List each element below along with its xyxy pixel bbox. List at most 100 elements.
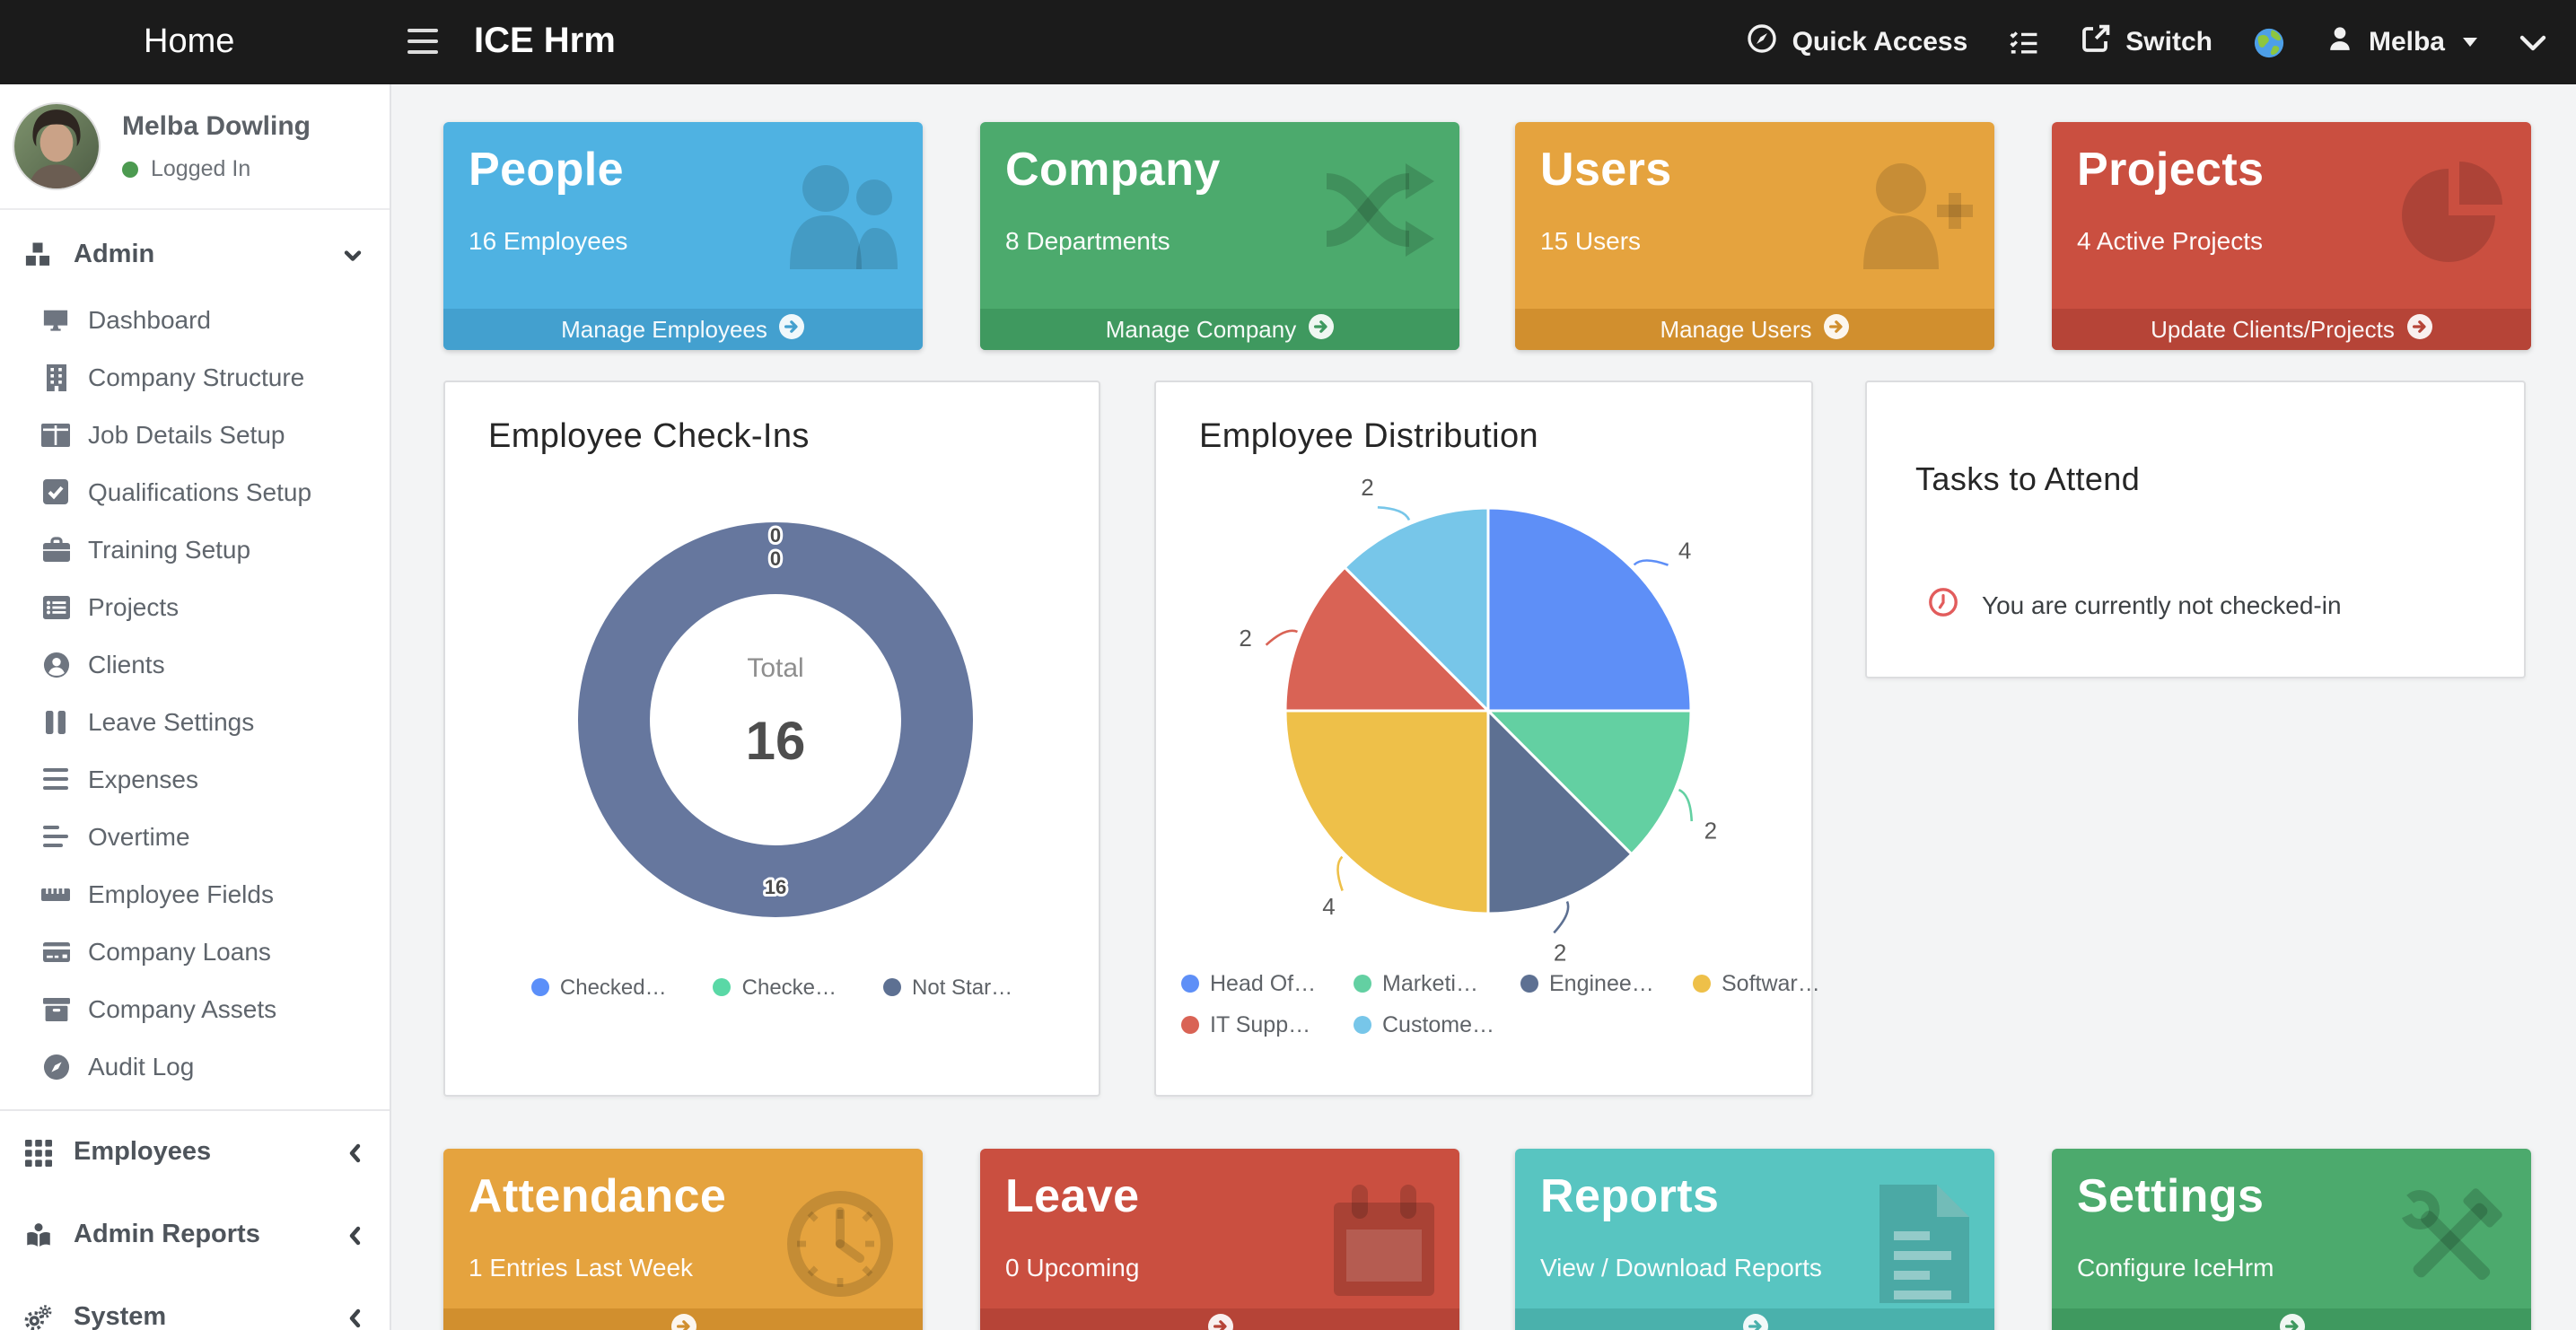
- user-icon: [2327, 24, 2354, 60]
- legend-item[interactable]: IT Supp…: [1181, 1012, 1354, 1037]
- check-square-icon: [41, 479, 70, 504]
- legend-item[interactable]: Enginee…: [1520, 971, 1693, 996]
- chart-title: Employee Check-Ins: [488, 418, 810, 456]
- switch-button[interactable]: Switch: [2081, 23, 2212, 61]
- svg-text:4: 4: [1678, 538, 1691, 564]
- pie-slice[interactable]: [1486, 707, 1634, 915]
- settings-card[interactable]: Settings Configure IceHrm: [2052, 1149, 2531, 1330]
- people-card[interactable]: People 16 Employees Manage Employees: [443, 122, 923, 350]
- sidebar-item-overtime[interactable]: Overtime: [0, 808, 390, 865]
- card-title: Company: [1005, 142, 1221, 196]
- legend-item[interactable]: Checke…: [713, 975, 837, 1000]
- arrow-circle-icon: [779, 314, 805, 345]
- desktop-icon: [41, 306, 70, 333]
- clock-icon: [775, 1185, 901, 1312]
- checkins-legend: Checked… Checke… Not Star…: [445, 975, 1099, 1000]
- settings-footer-link[interactable]: [2052, 1308, 2531, 1330]
- sidebar-item-company-assets[interactable]: Company Assets: [0, 980, 390, 1037]
- sidebar-item-leave-settings[interactable]: Leave Settings: [0, 693, 390, 750]
- user-plus-icon: [1851, 158, 1973, 278]
- clock-alert-icon: [1928, 587, 1958, 623]
- manage-employees-link[interactable]: Manage Employees: [443, 309, 923, 350]
- pie-slice[interactable]: [1486, 506, 1693, 713]
- sidebar-item-job-details-setup[interactable]: Job Details Setup: [0, 406, 390, 463]
- manage-company-link[interactable]: Manage Company: [980, 309, 1459, 350]
- reports-card[interactable]: Reports View / Download Reports: [1515, 1149, 1994, 1330]
- avatar[interactable]: [14, 104, 99, 188]
- sidebar-item-clients[interactable]: Clients: [0, 635, 390, 693]
- shuffle-arrows-icon: [1323, 158, 1438, 271]
- arrow-circle-icon: [2279, 1314, 2304, 1330]
- legend-item[interactable]: Checked…: [530, 975, 667, 1000]
- sidebar-item-admin-reports[interactable]: Admin Reports: [0, 1194, 390, 1276]
- distribution-pie-chart[interactable]: 4 2 2 4 2 2: [1156, 382, 1815, 1098]
- attendance-footer-link[interactable]: [443, 1308, 923, 1330]
- pie-slice[interactable]: [1284, 709, 1490, 915]
- sidebar-item-company-loans[interactable]: Company Loans: [0, 923, 390, 980]
- archive-box-icon: [41, 997, 70, 1020]
- svg-text:2: 2: [1704, 818, 1717, 844]
- hamburger-menu-icon[interactable]: [407, 29, 440, 60]
- arrow-circle-icon: [2406, 314, 2432, 345]
- tasks-list-icon[interactable]: [2009, 28, 2039, 57]
- language-globe-icon[interactable]: [2254, 26, 2286, 58]
- pause-icon: [41, 710, 70, 733]
- attendance-card[interactable]: Attendance 1 Entries Last Week: [443, 1149, 923, 1330]
- company-card[interactable]: Company 8 Departments Manage Company: [980, 122, 1459, 350]
- collapse-chevron-icon[interactable]: [2519, 30, 2547, 55]
- sidebar-item-company-structure[interactable]: Company Structure: [0, 348, 390, 406]
- ruler-icon: [41, 888, 70, 900]
- sidebar-item-admin[interactable]: Admin: [0, 223, 390, 287]
- document-icon: [1876, 1185, 1973, 1312]
- legend-item[interactable]: Head Of…: [1181, 971, 1354, 996]
- sidebar-item-projects[interactable]: Projects: [0, 578, 390, 635]
- card-title: Leave: [1005, 1168, 1140, 1222]
- sidebar: Melba Dowling Logged In Admin Dashboard …: [0, 84, 391, 1330]
- pie-slice[interactable]: [1485, 709, 1693, 856]
- sidebar-item-employees[interactable]: Employees: [0, 1111, 390, 1194]
- legend-item[interactable]: Softwar…: [1693, 971, 1858, 996]
- profile-name: Melba Dowling: [122, 111, 311, 142]
- user-menu[interactable]: Melba: [2327, 24, 2477, 60]
- leave-card[interactable]: Leave 0 Upcoming: [980, 1149, 1459, 1330]
- manage-users-link[interactable]: Manage Users: [1515, 309, 1994, 350]
- card-title: Attendance: [469, 1168, 727, 1222]
- sidebar-item-employee-fields[interactable]: Employee Fields: [0, 865, 390, 923]
- tasks-to-attend-card: Tasks to Attend You are currently not ch…: [1865, 381, 2526, 678]
- pie-slice[interactable]: [1284, 565, 1492, 713]
- sidebar-item-training-setup[interactable]: Training Setup: [0, 521, 390, 578]
- card-subtitle: 16 Employees: [469, 226, 628, 255]
- legend-item[interactable]: Marketi…: [1354, 971, 1520, 996]
- home-link[interactable]: Home: [144, 22, 235, 60]
- quick-access-button[interactable]: Quick Access: [1748, 23, 1967, 61]
- chevron-left-icon: [346, 1142, 363, 1162]
- profile-status: Logged In: [122, 156, 250, 181]
- sidebar-item-audit-log[interactable]: Audit Log: [0, 1037, 390, 1095]
- reports-footer-link[interactable]: [1515, 1308, 1994, 1330]
- task-message: You are currently not checked-in: [1982, 591, 2342, 619]
- legend-item[interactable]: Custome…: [1354, 1012, 1520, 1037]
- svg-text:16: 16: [765, 876, 786, 898]
- users-card[interactable]: Users 15 Users Manage Users: [1515, 122, 1994, 350]
- projects-card[interactable]: Projects 4 Active Projects Update Client…: [2052, 122, 2531, 350]
- columns-icon: [41, 423, 70, 446]
- switch-icon: [2081, 23, 2111, 61]
- leave-footer-link[interactable]: [980, 1308, 1459, 1330]
- sidebar-item-qualifications-setup[interactable]: Qualifications Setup: [0, 463, 390, 521]
- sidebar-item-dashboard[interactable]: Dashboard: [0, 291, 390, 348]
- checkins-donut-chart[interactable]: 00 16 Total 16: [445, 382, 1102, 1098]
- arrow-circle-icon: [670, 1314, 696, 1330]
- sidebar-item-system[interactable]: System: [0, 1276, 390, 1330]
- update-clients-projects-link[interactable]: Update Clients/Projects: [2052, 309, 2531, 350]
- svg-text:2: 2: [1239, 625, 1251, 652]
- chart-title: Employee Distribution: [1199, 418, 1539, 456]
- status-dot: [122, 161, 138, 177]
- sidebar-item-expenses[interactable]: Expenses: [0, 750, 390, 808]
- card-subtitle: 4 Active Projects: [2077, 226, 2263, 255]
- card-subtitle: 1 Entries Last Week: [469, 1253, 694, 1282]
- grid-icon: [22, 1139, 54, 1166]
- legend-item[interactable]: Not Star…: [883, 975, 1012, 1000]
- pie-slice[interactable]: [1343, 506, 1490, 714]
- chevron-down-icon: [343, 245, 363, 265]
